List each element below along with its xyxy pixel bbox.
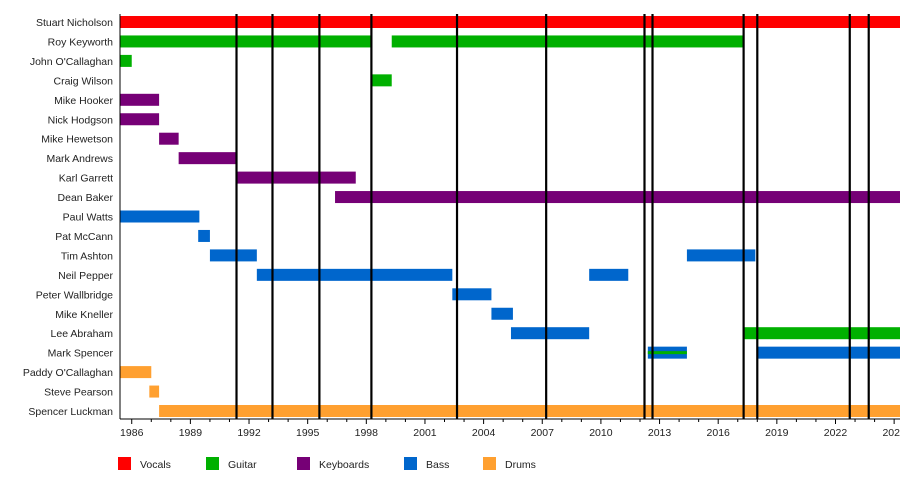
bar-keyboards: [335, 191, 900, 204]
legend-swatch-drums: [483, 457, 496, 470]
x-tick-label: 2019: [765, 427, 789, 439]
bar-bass: [209, 249, 257, 262]
bar-stripe-guitar: [647, 351, 687, 355]
member-label: Nick Hodgson: [48, 114, 114, 126]
legend-swatch-bass: [404, 457, 417, 470]
x-axis: 1986 1989 1992 1995 1998 2001 2004 2007 2010 2013…: [119, 14, 900, 439]
bar-bass: [120, 210, 200, 223]
x-tick-label: 1998: [355, 427, 379, 439]
bar-keyboards: [236, 171, 356, 184]
member-label: Craig Wilson: [53, 75, 113, 87]
bar-keyboards: [159, 132, 179, 145]
member-label: Mike Kneller: [55, 309, 113, 321]
bar-guitar: [391, 35, 743, 48]
legend-swatch-guitar: [206, 457, 219, 470]
bar-drums: [149, 385, 160, 398]
member-label: Karl Garrett: [59, 173, 113, 185]
member-label: Peter Wallbridge: [36, 289, 113, 301]
x-tick-label: 1995: [296, 427, 320, 439]
x-tick-label: 2016: [707, 427, 731, 439]
legend-swatch-keyboards: [297, 457, 310, 470]
member-label: Dean Baker: [58, 192, 114, 204]
member-label: Paul Watts: [63, 212, 113, 224]
legend-label: Drums: [505, 459, 536, 471]
legend-label: Vocals: [140, 459, 171, 471]
x-tick-label: 2025: [882, 427, 900, 439]
member-label: John O'Callaghan: [30, 56, 113, 68]
member-label: Spencer Luckman: [28, 406, 113, 418]
bar-bass: [757, 346, 900, 359]
bar-keyboards: [120, 93, 160, 106]
x-tick-label: 1989: [179, 427, 203, 439]
legend-label: Keyboards: [319, 459, 369, 471]
member-label: Mark Andrews: [46, 153, 113, 165]
bar-drums: [120, 366, 152, 379]
bar-bass: [686, 249, 756, 262]
legend: Vocals Guitar Keyboards Bass Drums: [118, 457, 536, 471]
bar-guitar: [120, 54, 132, 67]
bars-layer: [120, 16, 900, 417]
x-tick-label: 2004: [472, 427, 496, 439]
bar-guitar: [120, 35, 372, 48]
member-label: Mark Spencer: [48, 348, 114, 360]
member-label: Tim Ashton: [61, 250, 113, 262]
bar-bass: [510, 327, 590, 340]
legend-swatch-vocals: [118, 457, 131, 470]
member-label: Mike Hooker: [54, 95, 113, 107]
bar-keyboards: [120, 113, 160, 126]
member-label: Neil Pepper: [58, 270, 113, 282]
bar-keyboards: [178, 152, 237, 165]
x-tick-label: 2007: [531, 427, 555, 439]
bar-bass: [589, 268, 629, 281]
bar-guitar: [743, 327, 900, 340]
bar-bass: [198, 229, 210, 242]
bar-bass: [256, 268, 453, 281]
bar-bass: [452, 288, 492, 301]
member-label: Lee Abraham: [51, 328, 114, 340]
member-label: Roy Keyworth: [48, 36, 114, 48]
x-tick-label: 2022: [824, 427, 848, 439]
x-tick-label: 2010: [589, 427, 613, 439]
x-tick-label: 2001: [413, 427, 437, 439]
release-lines-layer: [235, 14, 870, 419]
legend-label: Bass: [426, 459, 449, 471]
bar-guitar: [371, 74, 392, 87]
member-label: Pat McCann: [55, 231, 113, 243]
member-labels: Stuart Nicholson Roy Keyworth John O'Calla…: [23, 17, 114, 418]
bar-vocals: [120, 16, 900, 28]
x-tick-label: 1992: [237, 427, 261, 439]
legend-label: Guitar: [228, 459, 257, 471]
member-label: Mike Hewetson: [41, 134, 113, 146]
member-label: Stuart Nicholson: [36, 17, 113, 29]
member-label: Paddy O'Callaghan: [23, 367, 113, 379]
x-tick-label: 2013: [648, 427, 672, 439]
bar-bass: [491, 307, 513, 320]
member-label: Steve Pearson: [44, 387, 113, 399]
x-tick-label: 1986: [120, 427, 144, 439]
bar-drums: [159, 405, 900, 417]
